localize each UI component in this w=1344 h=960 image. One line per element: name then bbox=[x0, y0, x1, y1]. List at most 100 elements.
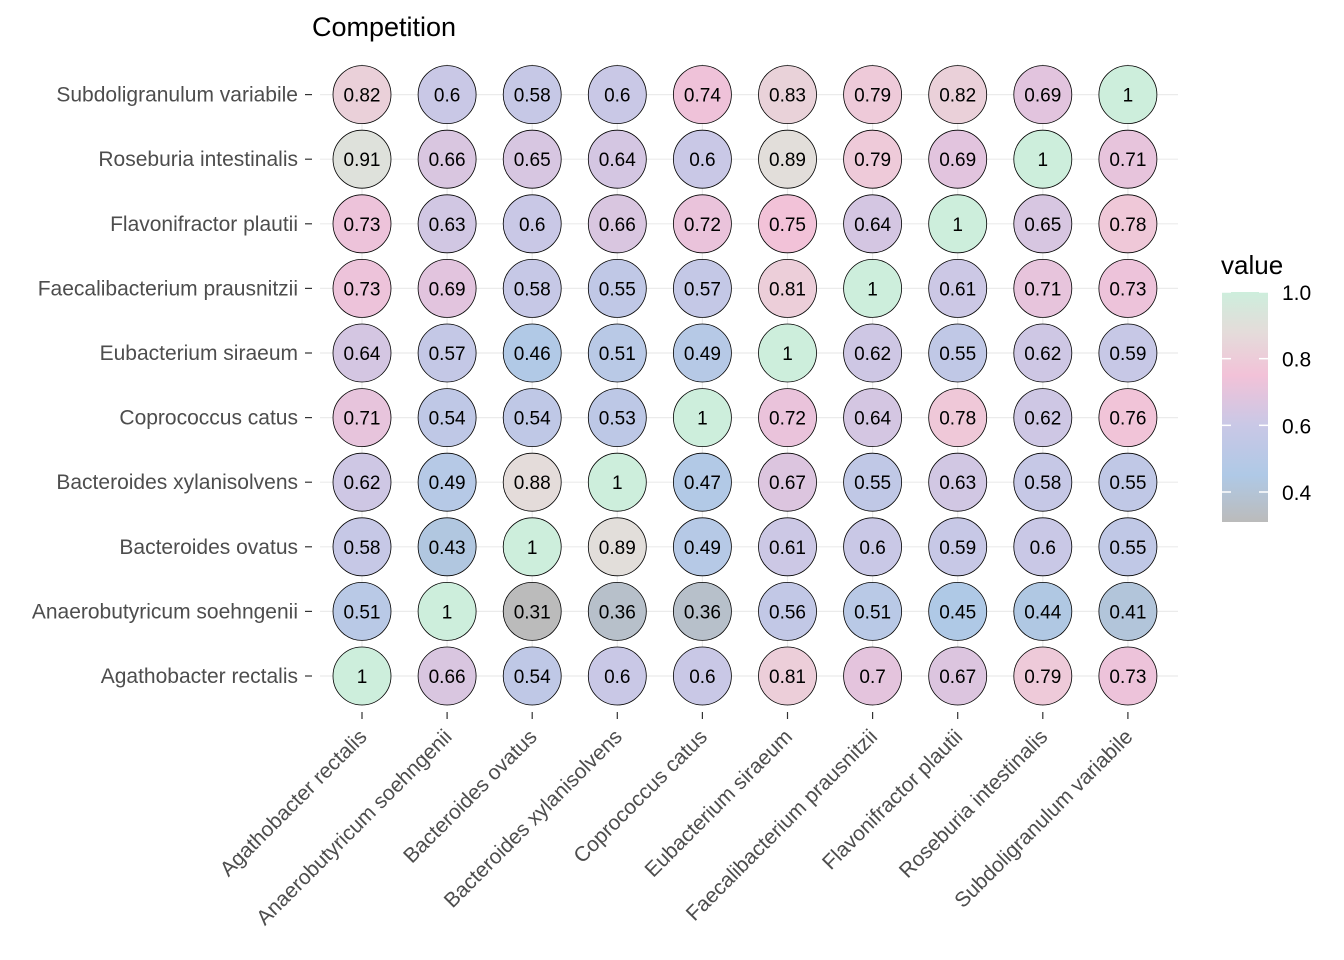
bubble bbox=[1013, 388, 1073, 448]
data-label: 0.53 bbox=[599, 409, 636, 430]
x-tick-label: Flavonifractor plautii bbox=[818, 725, 967, 874]
bubble bbox=[928, 452, 988, 512]
data-label: 0.76 bbox=[1109, 409, 1146, 430]
x-tick-label: Agathobacter rectalis bbox=[216, 725, 372, 881]
data-label: 0.66 bbox=[429, 667, 466, 688]
data-label: 0.71 bbox=[344, 409, 381, 430]
data-label: 0.41 bbox=[1109, 602, 1146, 623]
data-label: 1 bbox=[1038, 150, 1049, 171]
bubble bbox=[843, 194, 902, 254]
bubble bbox=[1098, 582, 1158, 641]
bubble bbox=[587, 517, 647, 577]
bubble bbox=[928, 646, 988, 706]
legend-tick-label: 0.4 bbox=[1282, 482, 1312, 505]
data-label: 0.73 bbox=[344, 215, 381, 236]
data-label: 0.36 bbox=[599, 602, 636, 623]
data-label: 0.82 bbox=[344, 86, 381, 107]
data-label: 0.55 bbox=[854, 473, 891, 494]
bubble bbox=[1098, 517, 1158, 577]
bubble bbox=[928, 582, 988, 641]
bubble bbox=[928, 65, 988, 124]
data-label: 0.55 bbox=[1109, 473, 1146, 494]
data-label: 0.43 bbox=[429, 538, 466, 559]
bubble bbox=[332, 129, 392, 189]
data-label: 0.88 bbox=[514, 473, 551, 494]
bubble bbox=[928, 388, 988, 448]
data-label: 0.65 bbox=[514, 150, 551, 171]
x-tick-label: Roseburia intestinalis bbox=[895, 725, 1052, 882]
bubble bbox=[502, 646, 562, 706]
data-label: 0.58 bbox=[344, 538, 381, 559]
data-label: 0.62 bbox=[1024, 409, 1061, 430]
bubble bbox=[1013, 65, 1073, 124]
bubble bbox=[417, 258, 477, 318]
y-tick-label: Flavonifractor plautii bbox=[110, 213, 298, 236]
data-label: 0.79 bbox=[854, 150, 891, 171]
legend-ticks: 1.0 0.8 0.6 0.4 bbox=[1222, 282, 1312, 505]
y-tick-label: Bacteroides ovatus bbox=[119, 536, 298, 559]
bubble bbox=[758, 323, 817, 383]
y-tick-label: Agathobacter rectalis bbox=[101, 665, 298, 688]
bubble bbox=[587, 646, 647, 706]
data-label: 1 bbox=[1123, 86, 1134, 107]
data-label: 0.79 bbox=[1024, 667, 1061, 688]
bubble bbox=[587, 129, 647, 189]
y-tick-label: Coprococcus catus bbox=[119, 407, 298, 430]
data-label: 0.44 bbox=[1024, 602, 1061, 623]
data-label: 0.54 bbox=[429, 409, 466, 430]
bubble bbox=[332, 258, 392, 318]
bubble bbox=[673, 452, 732, 512]
data-label: 0.49 bbox=[684, 538, 721, 559]
bubble bbox=[928, 517, 988, 577]
bubble bbox=[502, 388, 562, 448]
data-label: 0.66 bbox=[429, 150, 466, 171]
data-label: 0.81 bbox=[769, 667, 806, 688]
bubble bbox=[332, 582, 392, 641]
bubble bbox=[843, 129, 902, 189]
data-label: 0.63 bbox=[939, 473, 976, 494]
x-tick-label: Subdoligranulum variabile bbox=[950, 725, 1137, 912]
data-label: 1 bbox=[952, 215, 963, 236]
bubble bbox=[587, 194, 647, 254]
data-label: 0.58 bbox=[1024, 473, 1061, 494]
data-label: 0.64 bbox=[599, 150, 636, 171]
data-label: 0.62 bbox=[1024, 344, 1061, 365]
bubble bbox=[587, 258, 647, 318]
bubble bbox=[502, 582, 562, 641]
bubble bbox=[1013, 646, 1073, 706]
data-label: 0.61 bbox=[769, 538, 806, 559]
data-label: 0.89 bbox=[599, 538, 636, 559]
data-label: 0.69 bbox=[429, 279, 466, 300]
legend-tick-label: 0.6 bbox=[1282, 415, 1311, 438]
bubble bbox=[1098, 65, 1158, 124]
data-label: 0.81 bbox=[769, 279, 806, 300]
data-label: 0.6 bbox=[604, 86, 630, 107]
bubble bbox=[843, 258, 902, 318]
data-label: 0.58 bbox=[514, 279, 551, 300]
data-label: 0.78 bbox=[939, 409, 976, 430]
data-label: 1 bbox=[867, 279, 878, 300]
data-label: 0.72 bbox=[684, 215, 721, 236]
bubble bbox=[332, 65, 392, 124]
data-label: 1 bbox=[782, 344, 793, 365]
bubble bbox=[502, 258, 562, 318]
y-tick-label: Subdoligranulum variabile bbox=[56, 84, 298, 107]
bubble bbox=[673, 194, 732, 254]
data-label: 0.64 bbox=[344, 344, 381, 365]
data-label: 0.31 bbox=[514, 602, 551, 623]
data-label: 0.46 bbox=[514, 344, 551, 365]
data-label: 0.64 bbox=[854, 409, 891, 430]
bubble bbox=[502, 323, 562, 383]
bubble bbox=[332, 323, 392, 383]
data-label: 0.61 bbox=[939, 279, 976, 300]
bubble bbox=[1013, 452, 1073, 512]
data-label: 1 bbox=[442, 602, 453, 623]
y-axis: Agathobacter rectalis Anaerobutyricum soe… bbox=[32, 84, 312, 688]
x-tick-label: Bacteroides xylanisolvens bbox=[440, 725, 627, 912]
bubble bbox=[843, 388, 902, 448]
bubble bbox=[502, 517, 562, 577]
bubble bbox=[417, 194, 477, 254]
bubble bbox=[1013, 323, 1073, 383]
bubble bbox=[332, 194, 392, 254]
data-label: 0.73 bbox=[344, 279, 381, 300]
